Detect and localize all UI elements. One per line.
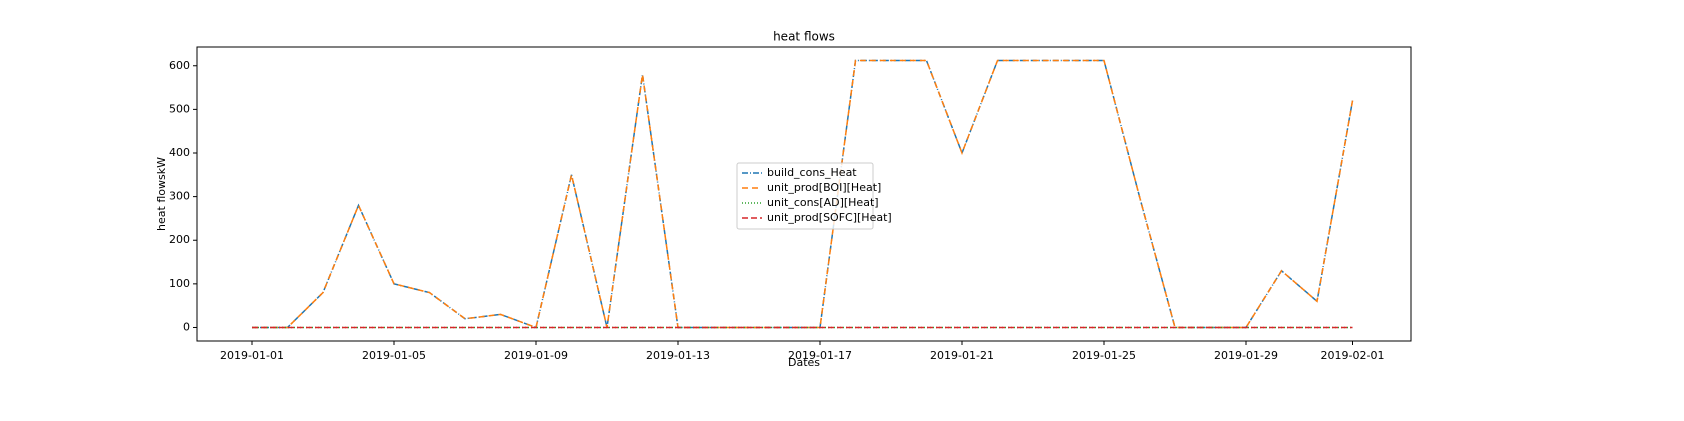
- x-tick-label: 2019-01-13: [646, 349, 710, 362]
- y-tick-label: 500: [169, 102, 190, 115]
- plot-frame: [196, 46, 1412, 342]
- legend-label: unit_prod[SOFC][Heat]: [767, 211, 892, 224]
- x-tick-label: 2019-01-21: [930, 349, 994, 362]
- x-tick-label: 2019-01-01: [220, 349, 284, 362]
- y-tick-label: 600: [169, 59, 190, 72]
- y-tick-label: 300: [169, 190, 190, 203]
- x-tick-label: 2019-02-01: [1321, 349, 1385, 362]
- y-tick-label: 0: [183, 320, 190, 333]
- x-tick-label: 2019-01-25: [1072, 349, 1136, 362]
- y-tick-label: 200: [169, 233, 190, 246]
- x-tick-label: 2019-01-17: [788, 349, 852, 362]
- y-tick-label: 400: [169, 146, 190, 159]
- legend: build_cons_Heat unit_prod[BOI][Heat] unit_…: [736, 162, 892, 230]
- y-tick-label: 100: [169, 277, 190, 290]
- legend-label: unit_prod[BOI][Heat]: [767, 181, 881, 194]
- x-tick-label: 2019-01-05: [362, 349, 426, 362]
- x-axis-label: Dates: [788, 356, 820, 369]
- x-tick-label: 2019-01-09: [504, 349, 568, 362]
- legend-label: build_cons_Heat: [767, 166, 857, 179]
- chart-title: heat flows: [773, 30, 835, 44]
- x-tick-label: 2019-01-29: [1214, 349, 1278, 362]
- legend-label: unit_cons[AD][Heat]: [767, 196, 879, 209]
- series-line: [252, 59, 1354, 329]
- y-axis-label: heat flowskW: [155, 157, 168, 231]
- legend-box: [736, 162, 874, 230]
